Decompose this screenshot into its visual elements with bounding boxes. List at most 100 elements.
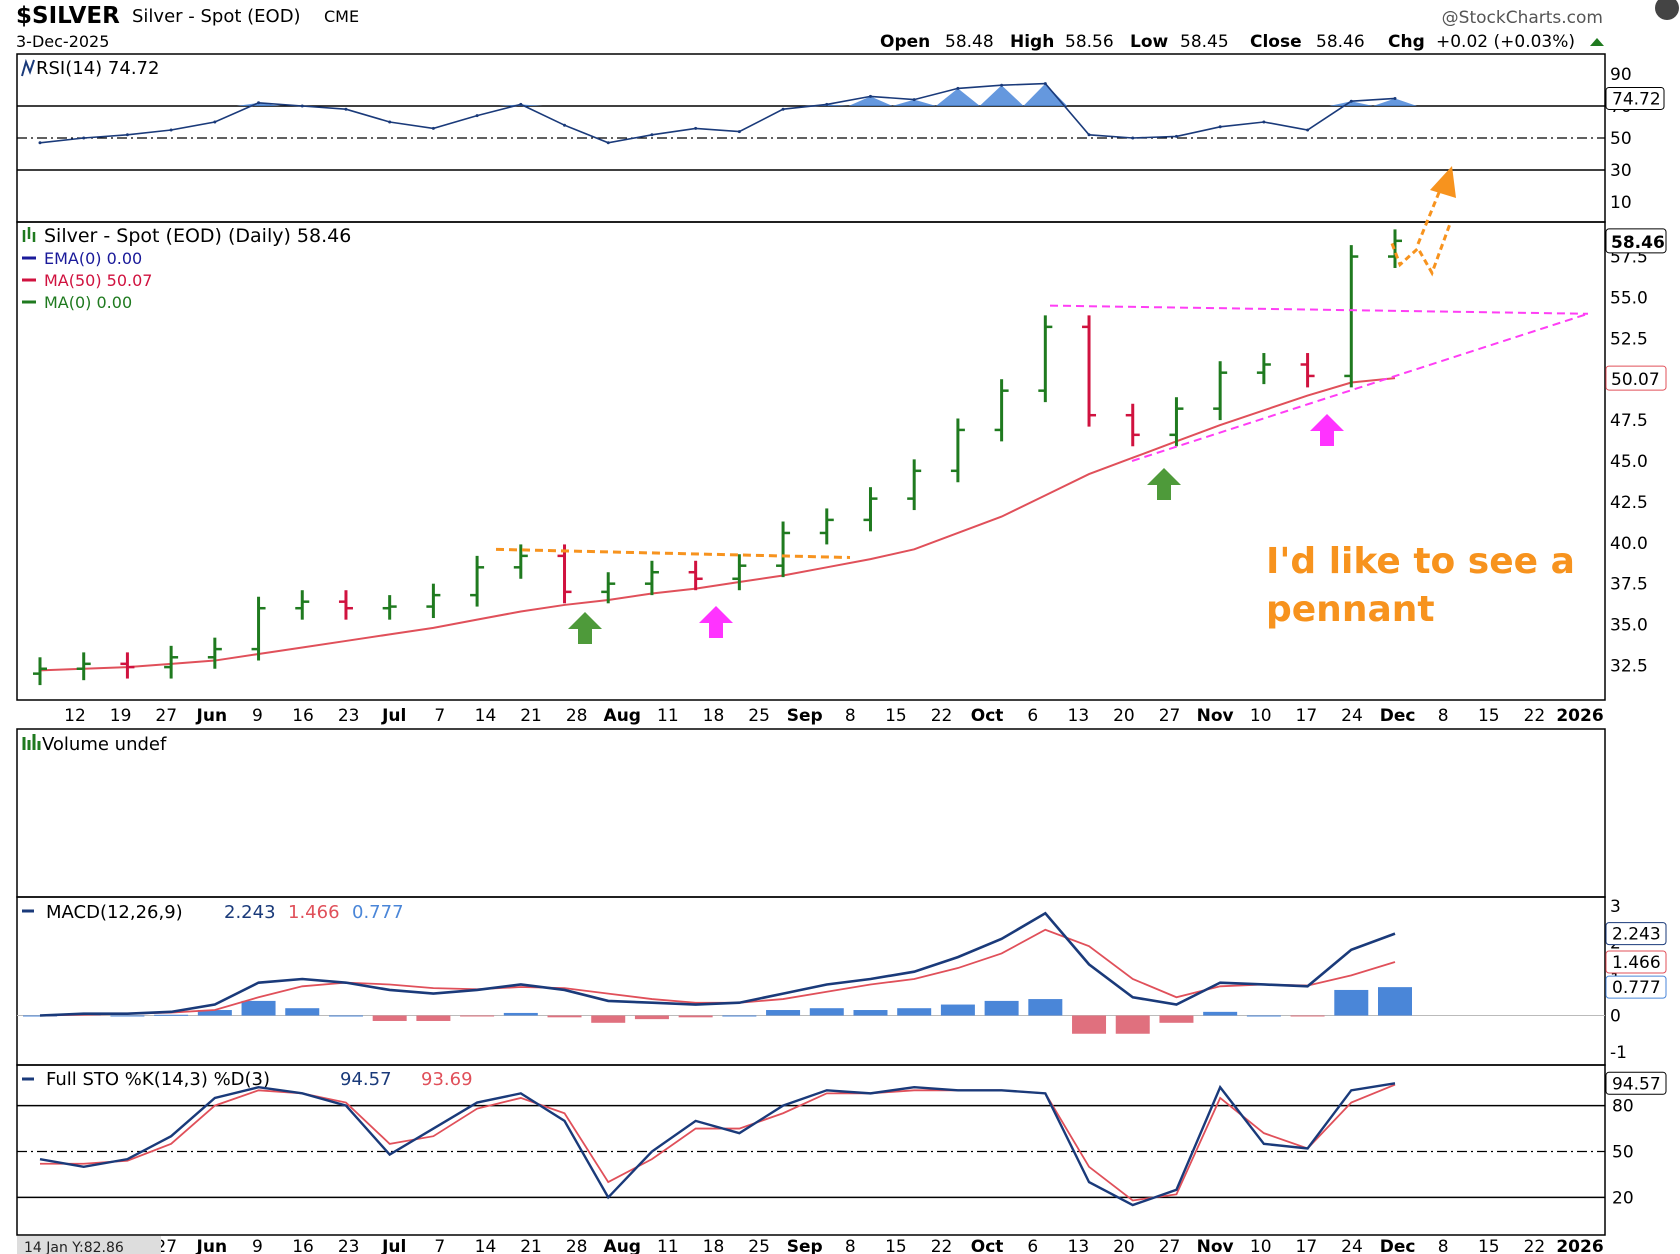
volume-legend-icon: [22, 734, 41, 750]
x-axis-bottom-label: 17: [1296, 1237, 1318, 1254]
macd-histogram-bar: [1203, 1011, 1238, 1016]
rsi-point: [912, 98, 916, 102]
pennant-bottom-line: [1131, 312, 1589, 462]
rsi-point: [868, 94, 872, 98]
rsi-point: [169, 128, 173, 132]
sto-legend-k: 94.57: [340, 1069, 392, 1090]
x-axis-label: 15: [885, 706, 907, 726]
sto-chart: 80 50 20 94.57: [17, 1071, 1667, 1208]
price-tick-label: 35.0: [1610, 616, 1648, 636]
ma50-line: [39, 377, 1396, 672]
macd-value-tag-text: 0.777: [1612, 978, 1661, 998]
macd-legend-macd: 2.243: [224, 902, 276, 923]
rsi-chart: 907050301074.72: [17, 65, 1665, 213]
rsi-point: [38, 141, 42, 145]
rsi-tick-label: 10: [1610, 193, 1632, 213]
x-axis-bottom-label: 10: [1250, 1237, 1272, 1254]
macd-histogram-bar: [722, 1015, 757, 1017]
last-price-tag: [1605, 228, 1667, 254]
close-value: 58.46: [1316, 32, 1365, 52]
macd-histogram-bar: [1159, 1015, 1194, 1023]
macd-histogram-bar: [897, 1008, 932, 1016]
x-axis-label: 20: [1113, 706, 1135, 726]
price-legend: Silver - Spot (EOD) (Daily) 58.46 EMA(0) …: [22, 225, 351, 312]
x-axis-bottom-label: 7: [434, 1237, 445, 1254]
x-axis-bottom-label: 21: [520, 1237, 542, 1254]
rsi-point: [956, 86, 960, 90]
rsi-point: [650, 133, 654, 137]
macd-histogram-bar: [809, 1008, 844, 1016]
chg-value: +0.02 (+0.03%): [1436, 32, 1575, 52]
x-axis-label: 2026: [1556, 706, 1603, 726]
x-axis-label: 9: [252, 706, 263, 726]
x-axis-label: 22: [931, 706, 953, 726]
x-axis-bottom-label: 14: [475, 1237, 497, 1254]
rsi-point: [606, 141, 610, 145]
ma50-tag-value: 50.07: [1611, 370, 1660, 390]
price-tick-label: 45.0: [1610, 452, 1648, 472]
rsi-point: [1043, 82, 1047, 86]
x-axis-label: 27: [155, 706, 177, 726]
projection-arrow-shaft: [1416, 189, 1442, 245]
macd-histogram-bar: [110, 1015, 145, 1017]
x-axis-label: Jul: [381, 706, 406, 726]
macd-histogram-bar: [1334, 989, 1369, 1016]
x-axis-label: 19: [110, 706, 132, 726]
sto-panel: [16, 1064, 1606, 1236]
price-tick-label: 40.0: [1610, 534, 1648, 554]
projection-arrowhead-icon: [1430, 166, 1456, 198]
x-axis-bottom-label: 15: [885, 1237, 907, 1254]
x-axis-bottom-label: 11: [657, 1237, 679, 1254]
x-axis-label: Jun: [196, 706, 228, 726]
rsi-point: [1131, 136, 1135, 140]
sto-legend-d: 93.69: [421, 1069, 473, 1090]
macd-tick-label: -1: [1610, 1043, 1627, 1063]
annotation-line-1: I'd like to see a: [1266, 541, 1575, 582]
x-axis-label: Oct: [971, 706, 1004, 726]
price-legend-entry: MA(50) 50.07: [44, 271, 152, 290]
macd-histogram-bar: [1290, 1015, 1325, 1017]
price-tick-label: 47.5: [1610, 411, 1648, 431]
x-axis-label: 14: [475, 706, 497, 726]
macd-histogram-bar: [372, 1015, 407, 1021]
low-value: 58.45: [1180, 32, 1229, 52]
macd-histogram-bar: [23, 1015, 57, 1017]
rsi-point: [82, 136, 86, 140]
sto-d-line: [40, 1083, 1396, 1202]
volume-legend: Volume undef: [42, 734, 167, 755]
x-axis-label: 24: [1341, 706, 1363, 726]
open-value: 58.48: [945, 32, 994, 52]
rsi-point: [1349, 99, 1353, 103]
x-axis-label: 7: [434, 706, 445, 726]
macd-histogram-bar: [416, 1015, 451, 1021]
x-axis-bottom-label: Jul: [381, 1237, 406, 1254]
macd-histogram-bar: [678, 1015, 713, 1018]
rsi-line: [39, 82, 1396, 144]
symbol-title: $SILVER: [16, 3, 120, 29]
x-axis-bottom-label: Oct: [971, 1237, 1004, 1254]
macd-legend: MACD(12,26,9) 2.243 1.466 0.777: [22, 902, 404, 923]
x-axis-bottom-label: 27: [1159, 1237, 1181, 1254]
x-axis-bottom-label: 20: [1113, 1237, 1135, 1254]
x-axis-label: 28: [566, 706, 588, 726]
sto-tick-label: 80: [1612, 1097, 1634, 1117]
x-axis-bottom-label: 22: [931, 1237, 953, 1254]
rsi-point: [125, 133, 129, 137]
sto-legend: Full STO %K(14,3) %D(3) 94.57 93.69: [22, 1069, 473, 1090]
macd-histogram-bar: [197, 1010, 232, 1016]
x-axis-bottom-label: 23: [338, 1237, 360, 1254]
x-axis-bottom-label: 9: [252, 1237, 263, 1254]
sto-tick-label: 50: [1612, 1143, 1634, 1163]
corner-icon[interactable]: [1655, 0, 1679, 20]
price-legend-entry: Silver - Spot (EOD) (Daily) 58.46: [44, 225, 351, 247]
macd-histogram-bar: [1378, 987, 1412, 1016]
chg-label: Chg: [1388, 32, 1425, 52]
x-axis-label: Dec: [1380, 706, 1416, 726]
x-axis-bottom-label: 2026: [1556, 1237, 1603, 1254]
macd-tick-label: 3: [1610, 897, 1621, 917]
exchange-label: CME: [324, 7, 359, 26]
rsi-point: [257, 101, 261, 105]
x-axis-label: Nov: [1197, 706, 1234, 726]
